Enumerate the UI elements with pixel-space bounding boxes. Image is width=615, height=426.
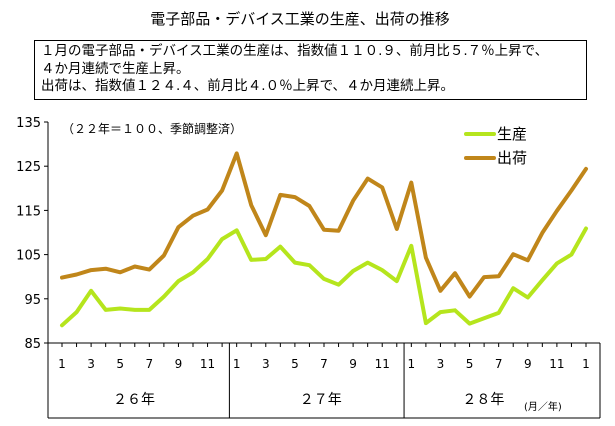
note-line: 出荷は、指数値１２４.４、前月比４.０％上昇で、４か月連続上昇。 [41, 78, 455, 94]
legend-label: 生産 [497, 125, 527, 143]
y-tick-label: 85 [24, 337, 41, 352]
x-tick-label: 3 [262, 357, 270, 371]
x-tick-label: 1 [58, 357, 66, 371]
x-tick-label: 11 [549, 357, 564, 371]
note-line: １月の電子部品・デバイス工業の生産は、指数値１１０.９、前月比５.７％上昇で、 [41, 43, 549, 59]
x-tick-label: 9 [349, 357, 357, 371]
x-tick-label: 7 [495, 357, 503, 371]
x-year-label: ２７年 [300, 392, 342, 408]
series-lines [60, 151, 588, 328]
legend-label: 出荷 [497, 149, 527, 167]
unit-label: (月／年) [524, 400, 562, 413]
series-line-1 [60, 226, 588, 328]
x-tick-label: 5 [466, 357, 474, 371]
x-tick-label: 3 [87, 357, 95, 371]
x-tick-label: 1 [408, 357, 416, 371]
x-tick-label: 9 [524, 357, 532, 371]
x-tick-label: 9 [175, 357, 183, 371]
x-tick-label: 3 [437, 357, 445, 371]
y-tick-label: 115 [16, 204, 41, 219]
x-tick-label: 7 [146, 357, 154, 371]
x-year-label: ２６年 [113, 392, 155, 408]
chart-subtitle: （２２年＝１００、季節調整済） [62, 121, 242, 136]
y-tick-label: 135 [16, 116, 41, 131]
series-line-2 [60, 151, 588, 299]
y-tick-label: 125 [16, 160, 41, 175]
chart-title: 電子部品・デバイス工業の生産、出荷の推移 [150, 10, 450, 28]
note-box: １月の電子部品・デバイス工業の生産は、指数値１１０.９、前月比５.７％上昇で、 … [34, 40, 587, 100]
x-tick-label: 5 [291, 357, 299, 371]
x-tick-label: 7 [320, 357, 328, 371]
y-tick-label: 95 [24, 293, 41, 308]
x-tick-label: 5 [116, 357, 124, 371]
x-tick-label: 11 [200, 357, 215, 371]
y-tick-label: 105 [16, 249, 41, 264]
note-line: ４か月連続で生産上昇。 [41, 60, 190, 77]
x-tick-label: 11 [375, 357, 390, 371]
x-tick-label: 1 [233, 357, 241, 371]
x-tick-label: 1 [582, 357, 590, 371]
y-axis-ticks: 85 95 105 115 125 135 [16, 116, 48, 352]
x-year-label: ２８年 [462, 392, 504, 408]
